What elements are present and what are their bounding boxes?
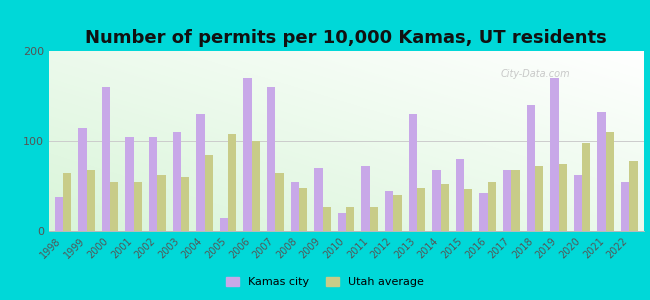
Bar (78, 128, 86, 231)
Bar (267, 87, 276, 231)
Bar (338, 213, 346, 231)
Bar (503, 170, 512, 231)
Bar (173, 132, 181, 231)
Bar (393, 195, 402, 231)
Bar (432, 170, 441, 231)
Title: Number of permits per 10,000 Kamas, UT residents: Number of permits per 10,000 Kamas, UT r… (85, 29, 607, 47)
Bar (276, 172, 283, 231)
Bar (480, 193, 488, 231)
Bar (361, 166, 370, 231)
Legend: Kamas city, Utah average: Kamas city, Utah average (222, 272, 428, 291)
Bar (551, 78, 558, 231)
Bar (134, 182, 142, 231)
Bar (629, 161, 638, 231)
Bar (149, 136, 157, 231)
Bar (205, 154, 213, 231)
Bar (582, 143, 590, 231)
Bar (125, 136, 134, 231)
Bar (102, 87, 110, 231)
Bar (86, 170, 95, 231)
Bar (464, 189, 473, 231)
Bar (409, 114, 417, 231)
Bar (63, 172, 71, 231)
Bar (512, 170, 519, 231)
Bar (597, 112, 606, 231)
Bar (220, 218, 228, 231)
Bar (441, 184, 448, 231)
Bar (346, 207, 354, 231)
Bar (535, 166, 543, 231)
Bar (244, 78, 252, 231)
Bar (252, 141, 260, 231)
Bar (196, 114, 205, 231)
Bar (456, 159, 464, 231)
Bar (299, 188, 307, 231)
Bar (55, 197, 63, 231)
Bar (110, 182, 118, 231)
Bar (157, 175, 166, 231)
Bar (228, 134, 237, 231)
Bar (370, 207, 378, 231)
Bar (181, 177, 189, 231)
Bar (385, 190, 393, 231)
Bar (526, 105, 535, 231)
Bar (314, 168, 322, 231)
Bar (488, 182, 496, 231)
Bar (417, 188, 425, 231)
Bar (558, 164, 567, 231)
Bar (621, 182, 629, 231)
Bar (606, 132, 614, 231)
Text: City-Data.com: City-Data.com (500, 69, 571, 79)
Bar (291, 182, 299, 231)
Bar (322, 207, 331, 231)
Bar (574, 175, 582, 231)
